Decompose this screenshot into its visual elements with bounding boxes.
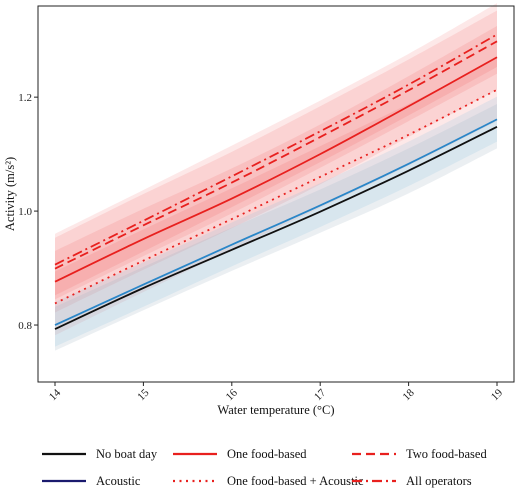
series-lines [54,33,498,330]
plot-frame [37,5,515,383]
x-tick-label: 18 [400,387,417,404]
legend-label-two-food-based: Two food-based [406,447,487,461]
y-axis-title: Activity (m/s²) [3,157,17,231]
legend-label-no-boat-day: No boat day [96,447,158,461]
ci-band-one-food-based-acoustic [55,58,497,336]
x-tick-label: 19 [489,387,506,404]
x-tick-label: 15 [135,387,152,404]
x-tick-label: 14 [47,387,64,404]
x-axis: 14 15 16 17 18 19 [47,382,506,404]
y-tick-label: 0.8 [18,320,32,332]
series-line-no-boat-day [54,125,498,330]
series-line-all-operators [54,33,498,266]
series-line-one-food-based [54,56,498,283]
ci-band-one-food-based [55,25,497,313]
series-line-acoustic [54,118,498,326]
x-tick-label: 16 [224,387,241,404]
legend-label-acoustic: Acoustic [96,474,141,488]
legend-label-all-operators: All operators [406,474,472,488]
series-line-two-food-based [54,40,498,270]
ci-band-all-operators [55,3,497,296]
x-axis-title: Water temperature (°C) [217,403,334,417]
y-tick-label: 1.2 [18,92,32,104]
legend: No boat day One food-based Two food-based A… [42,447,487,488]
ci-band-acoustic [55,96,497,347]
y-axis: 0.8 1.0 1.2 [18,92,38,332]
ci-band-no-boat-day [55,103,497,351]
x-tick-label: 17 [312,387,329,404]
y-tick-label: 1.0 [18,206,32,218]
legend-label-one-food-based: One food-based [227,447,307,461]
legend-label-one-food-based-acoustic: One food-based + Acoustic [227,474,364,488]
